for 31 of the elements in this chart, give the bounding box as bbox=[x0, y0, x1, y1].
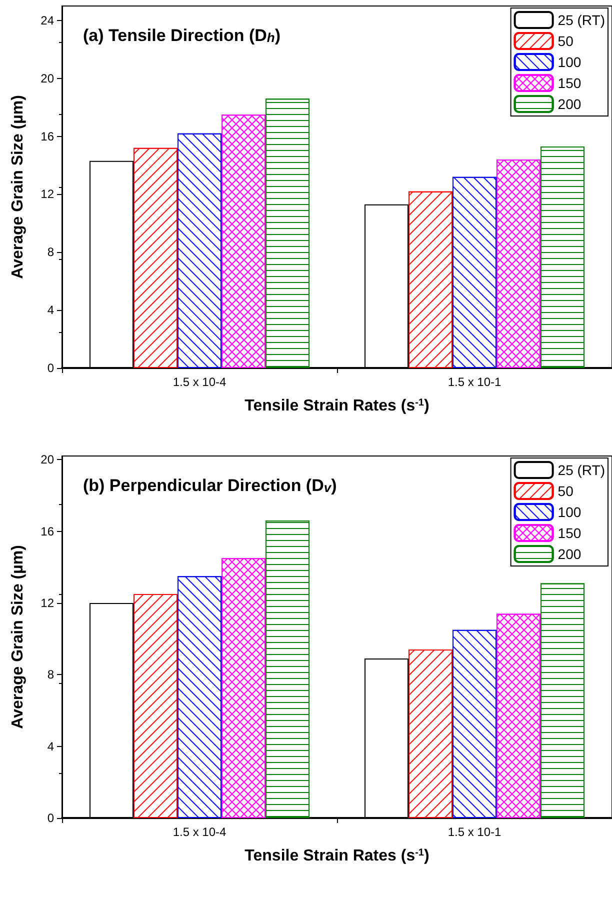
legend-label: 50 bbox=[558, 33, 574, 49]
legend-label: 200 bbox=[558, 96, 582, 112]
y-tick-label: 20 bbox=[40, 452, 54, 467]
legend-label: 50 bbox=[558, 483, 574, 499]
text: (a) Tensile Direction (Dh) bbox=[83, 26, 280, 45]
y-tick-label: 4 bbox=[47, 303, 54, 318]
legend-label: 100 bbox=[558, 504, 582, 520]
y-tick-label: 8 bbox=[47, 245, 54, 260]
y-tick-label: 20 bbox=[40, 71, 54, 86]
y-tick-label: 16 bbox=[40, 524, 54, 538]
legend-label: 150 bbox=[558, 525, 582, 541]
legend-label: 150 bbox=[558, 75, 582, 91]
y-tick-label: 16 bbox=[40, 129, 54, 144]
x-tick-label: 1.5 x 10-4 bbox=[172, 825, 227, 839]
y-tick-label: 12 bbox=[40, 187, 54, 202]
legend-label: 25 (RT) bbox=[558, 12, 606, 28]
y-tick-label: 8 bbox=[47, 668, 54, 682]
x-tick-label: 1.5 x 10-1 bbox=[448, 375, 502, 389]
x-tick-label: 1.5 x 10-4 bbox=[172, 375, 227, 389]
y-tick-label: 0 bbox=[47, 811, 54, 825]
legend-label: 25 (RT) bbox=[558, 462, 606, 478]
y-tick-label: 0 bbox=[47, 361, 54, 375]
y-tick-label: 24 bbox=[40, 13, 54, 28]
legend-label: 100 bbox=[558, 54, 582, 70]
y-tick-label: 4 bbox=[47, 739, 54, 754]
y-axis-title: Average Grain Size (µm) bbox=[10, 545, 26, 729]
text: (b) Perpendicular Direction (Dv) bbox=[83, 476, 337, 495]
x-tick-label: 1.5 x 10-1 bbox=[448, 825, 502, 839]
y-axis-title: Average Grain Size (µm) bbox=[10, 95, 26, 279]
legend-label: 200 bbox=[558, 546, 582, 562]
y-tick-label: 12 bbox=[40, 596, 54, 610]
